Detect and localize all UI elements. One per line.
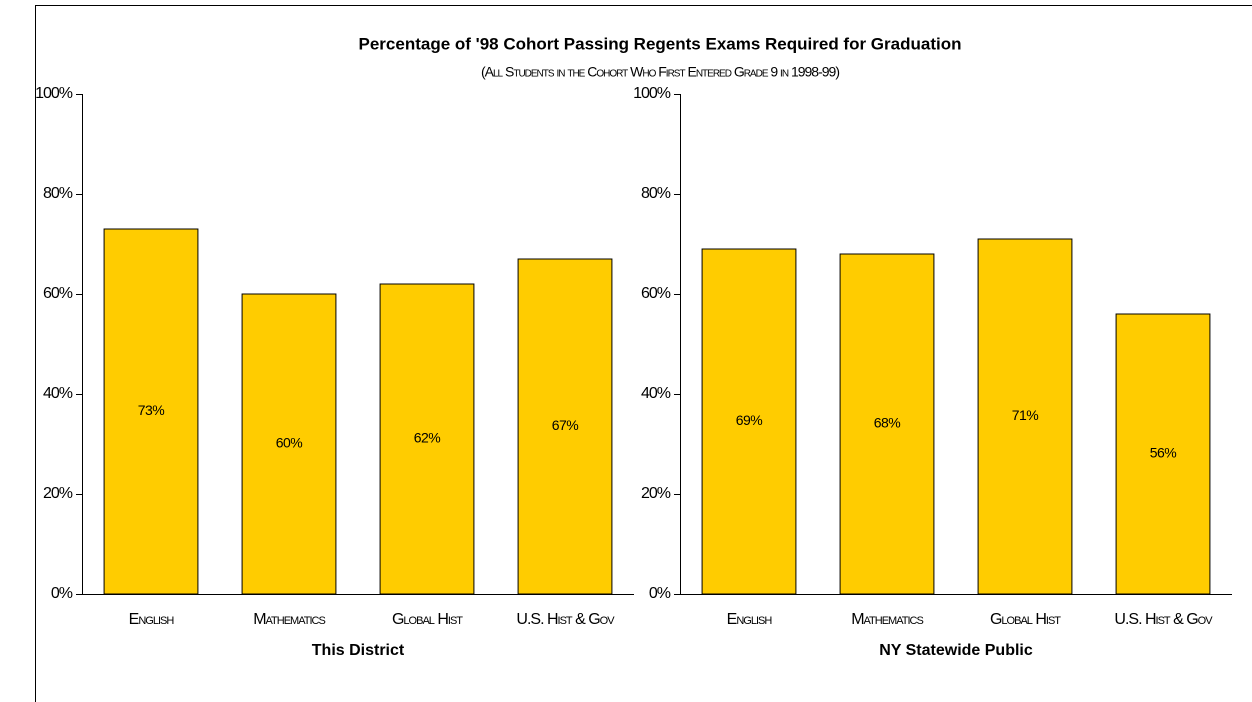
value-label: 71%	[1012, 407, 1039, 423]
y-tick-label: 60%	[43, 285, 73, 302]
bar	[839, 253, 935, 595]
bar	[517, 258, 613, 595]
chart-subtitle: (All Students in the Cohort Who First En…	[481, 64, 839, 80]
y-tick-label: 0%	[649, 585, 671, 602]
y-tick-label: 60%	[641, 285, 671, 302]
y-tick-label: 20%	[43, 485, 73, 502]
x-tick-label: U.S. Hist & Gov	[516, 611, 615, 628]
y-tick-label: 80%	[641, 185, 671, 202]
x-tick-label: Global Hist	[392, 611, 463, 628]
y-tick-label: 40%	[641, 385, 671, 402]
y-tick-label: 40%	[43, 385, 73, 402]
value-label: 68%	[874, 415, 901, 431]
x-axis-label: NY Statewide Public	[879, 642, 1033, 659]
x-tick-label: Mathematics	[851, 611, 923, 628]
x-tick-label: English	[727, 611, 773, 628]
bar	[1115, 313, 1211, 595]
y-tick-label: 100%	[35, 85, 73, 102]
frame	[35, 5, 1252, 702]
value-label: 73%	[138, 402, 165, 418]
x-tick-label: U.S. Hist & Gov	[1114, 611, 1213, 628]
value-label: 67%	[552, 417, 579, 433]
y-tick-label: 20%	[641, 485, 671, 502]
value-label: 60%	[276, 435, 303, 451]
bar	[977, 238, 1073, 595]
chart-title: Percentage of '98 Cohort Passing Regents…	[359, 34, 962, 53]
bar	[241, 293, 337, 595]
value-label: 62%	[414, 430, 441, 446]
x-tick-label: English	[129, 611, 175, 628]
y-tick-label: 100%	[633, 85, 671, 102]
value-label: 56%	[1150, 445, 1177, 461]
bar	[379, 283, 475, 595]
x-tick-label: Mathematics	[253, 611, 325, 628]
x-axis-label: This District	[312, 642, 405, 659]
x-tick-label: Global Hist	[990, 611, 1061, 628]
y-tick-label: 80%	[43, 185, 73, 202]
bar	[701, 248, 797, 595]
y-tick-label: 0%	[51, 585, 73, 602]
bar	[103, 228, 199, 595]
value-label: 69%	[736, 412, 763, 428]
